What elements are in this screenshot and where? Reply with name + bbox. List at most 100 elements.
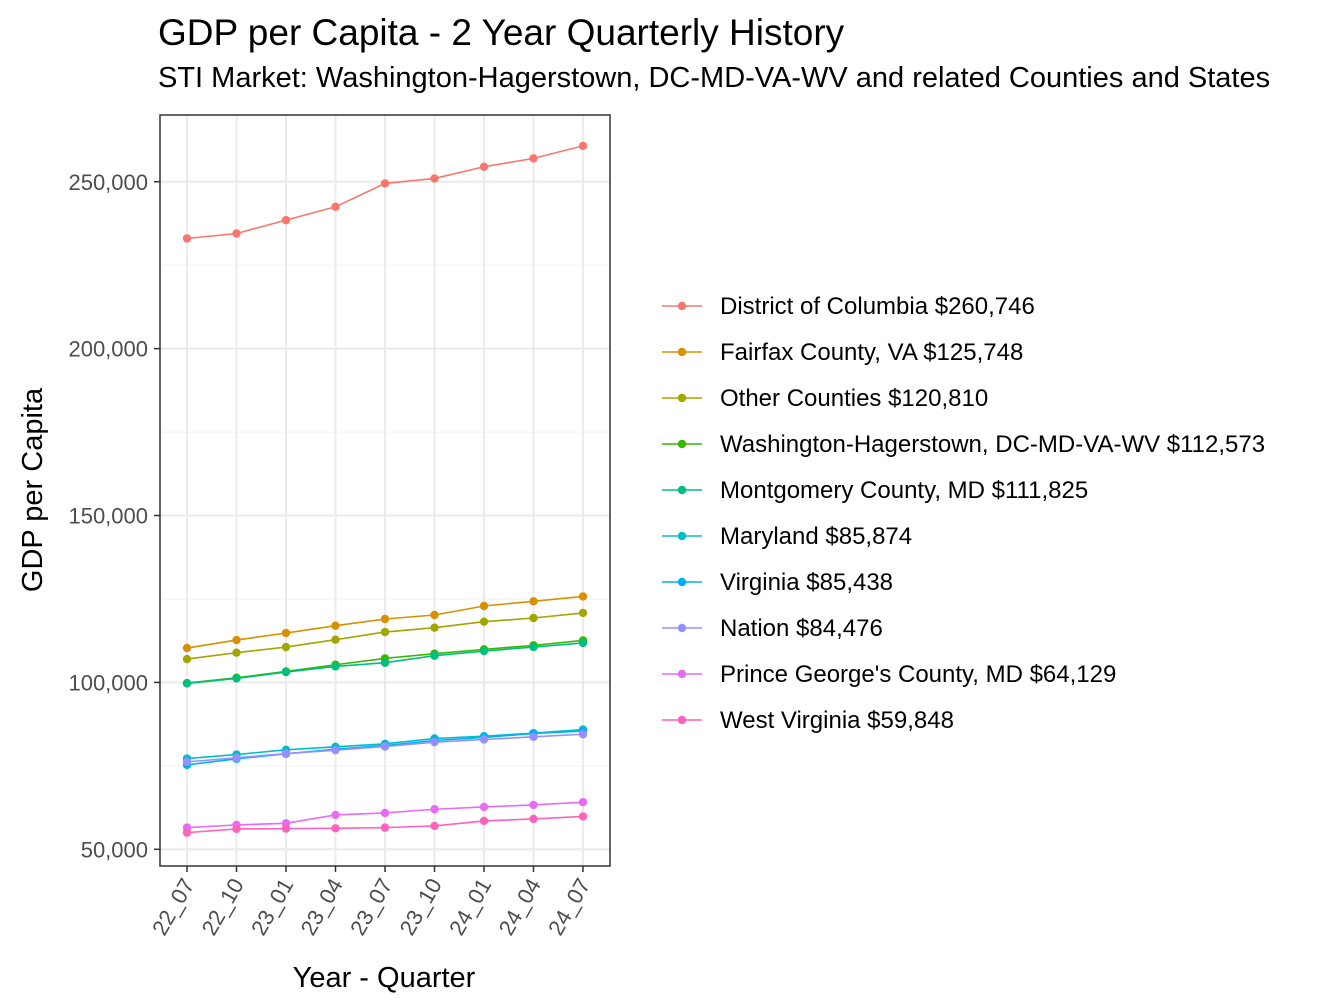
legend-item: District of Columbia $260,746: [662, 293, 1035, 320]
data-point: [529, 642, 538, 652]
data-point: [281, 215, 291, 225]
data-point: [479, 617, 489, 626]
legend-key-point: [677, 347, 687, 357]
series-0: [182, 141, 588, 243]
data-point: [331, 745, 340, 755]
data-point: [578, 812, 588, 821]
legend-key-point: [677, 301, 687, 311]
legend-key-point: [677, 485, 687, 495]
data-point: [430, 651, 439, 660]
data-point: [479, 601, 489, 611]
data-point: [529, 597, 538, 606]
data-point: [430, 821, 439, 831]
data-point: [232, 648, 241, 657]
legend-key-point: [677, 669, 687, 679]
data-point: [479, 735, 489, 744]
chart-title: GDP per Capita - 2 Year Quarterly Histor…: [158, 12, 845, 53]
y-tick-label: 150,000: [68, 504, 148, 529]
data-point: [380, 627, 390, 637]
data-point: [380, 742, 390, 751]
legend-label: Prince George's County, MD $64,129: [720, 661, 1116, 688]
chart-subtitle: STI Market: Washington-Hagerstown, DC-MD…: [158, 62, 1271, 94]
legend-key-point: [677, 531, 687, 541]
legend-item: Virginia $85,438: [662, 569, 893, 596]
series-7: [182, 730, 588, 767]
data-point: [380, 823, 390, 832]
series-4: [182, 638, 588, 688]
data-point: [578, 797, 588, 807]
legend-item: Nation $84,476: [662, 615, 883, 642]
data-point: [529, 814, 538, 824]
x-tick-label: 23_10: [395, 874, 447, 939]
data-point: [232, 824, 241, 834]
data-point: [430, 174, 439, 183]
y-tick-label: 50,000: [81, 837, 148, 862]
data-point: [380, 658, 390, 667]
series-2: [182, 608, 588, 664]
legend-label: Maryland $85,874: [720, 523, 912, 550]
data-point: [281, 667, 291, 677]
data-point: [182, 757, 192, 767]
data-point: [331, 202, 340, 211]
data-point: [232, 674, 241, 683]
y-tick-label: 250,000: [68, 170, 148, 195]
data-point: [479, 646, 489, 656]
data-point: [182, 679, 192, 688]
legend-label: Fairfax County, VA $125,748: [720, 339, 1023, 366]
legend-label: Washington-Hagerstown, DC-MD-VA-WV $112,…: [720, 431, 1265, 458]
data-point: [182, 828, 192, 837]
data-point: [430, 737, 439, 747]
data-point: [281, 749, 291, 758]
legend-label: West Virginia $59,848: [720, 707, 954, 734]
data-point: [331, 635, 340, 644]
data-point: [182, 643, 192, 653]
legend-item: West Virginia $59,848: [662, 707, 954, 734]
legend-label: District of Columbia $260,746: [720, 293, 1035, 320]
grid-layer: [160, 115, 610, 866]
data-point: [380, 614, 390, 624]
data-point: [578, 638, 588, 648]
x-tick-label: 24_07: [543, 874, 595, 939]
legend: District of Columbia $260,746 Fairfax Cou…: [662, 293, 1265, 734]
data-point: [578, 141, 588, 151]
legend-item: Fairfax County, VA $125,748: [662, 339, 1023, 366]
x-tick-label: 23_07: [345, 874, 397, 939]
legend-item: Maryland $85,874: [662, 523, 912, 550]
data-point: [529, 800, 538, 810]
legend-key-point: [677, 439, 687, 449]
data-point: [578, 730, 588, 739]
x-tick-label: 23_01: [246, 874, 298, 939]
data-point: [529, 732, 538, 742]
data-point: [281, 824, 291, 833]
data-point: [232, 229, 241, 238]
x-tick-label: 23_04: [296, 874, 348, 939]
data-point: [479, 816, 489, 826]
data-point: [182, 234, 192, 243]
axis-layer: 50,000100,000150,000200,000250,00022_072…: [68, 170, 595, 940]
data-point: [430, 610, 439, 620]
data-point: [578, 608, 588, 618]
data-point: [529, 154, 538, 163]
y-tick-label: 200,000: [68, 337, 148, 362]
legend-key-point: [677, 393, 687, 403]
data-point: [380, 179, 390, 188]
legend-key-point: [677, 623, 687, 633]
data-point: [331, 621, 340, 630]
legend-label: Virginia $85,438: [720, 569, 893, 596]
data-point: [281, 642, 291, 652]
legend-label: Montgomery County, MD $111,825: [720, 477, 1088, 504]
data-point: [232, 753, 241, 763]
legend-label: Other Counties $120,810: [720, 385, 988, 412]
x-tick-label: 24_04: [494, 874, 546, 939]
x-axis-title: Year - Quarter: [293, 962, 476, 994]
data-point: [331, 824, 340, 833]
data-point: [430, 805, 439, 814]
x-tick-label: 24_01: [444, 874, 496, 939]
data-point: [529, 613, 538, 623]
series-1: [182, 592, 588, 653]
data-point: [479, 162, 489, 171]
data-point: [331, 662, 340, 671]
series-9: [182, 812, 588, 837]
data-point: [331, 810, 340, 820]
